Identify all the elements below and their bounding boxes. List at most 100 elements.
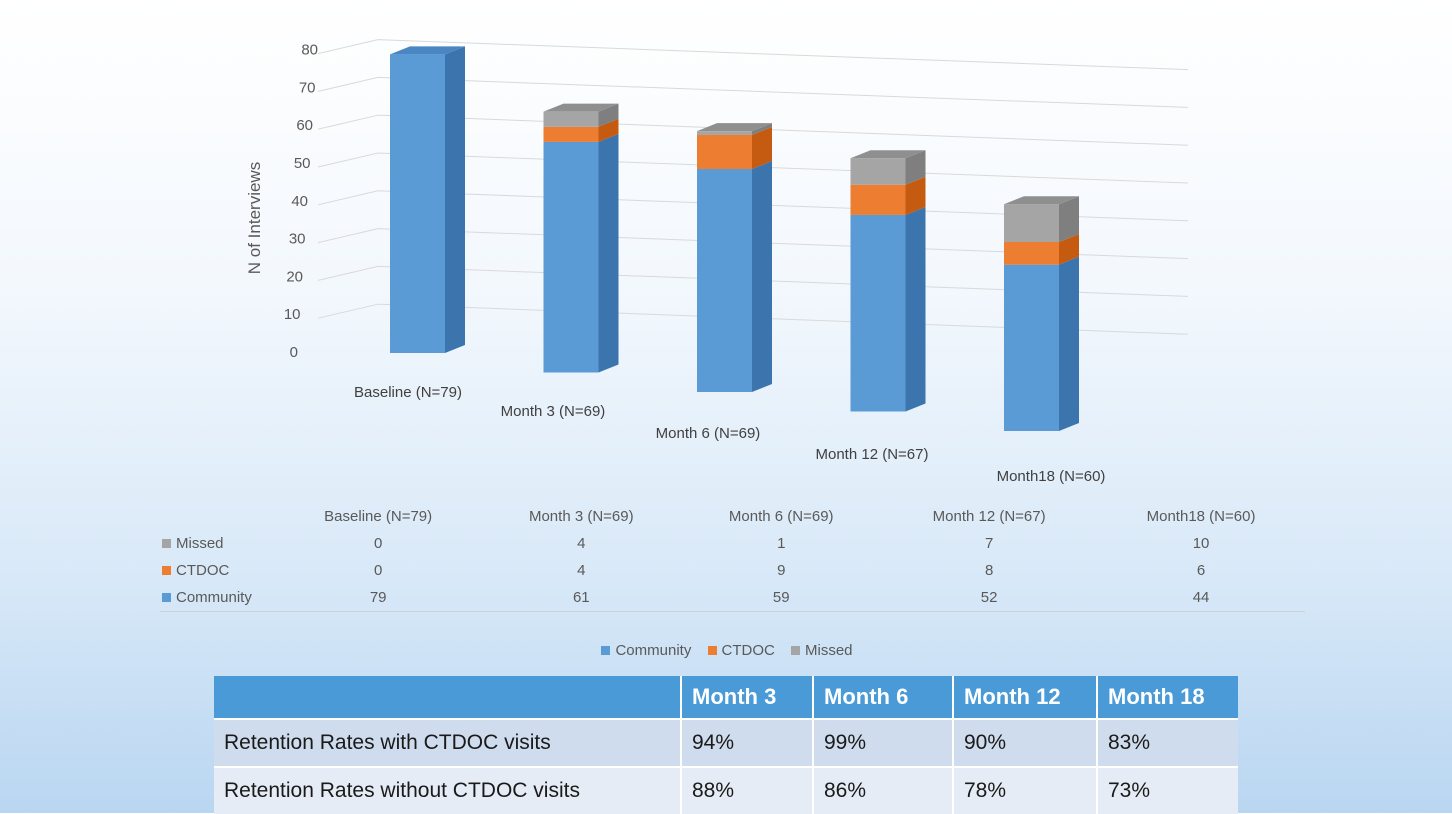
bar-top bbox=[850, 150, 926, 159]
data-table-cell: 0 bbox=[373, 562, 383, 579]
ctdoc-swatch-icon bbox=[707, 646, 717, 655]
bar-segment-community bbox=[543, 141, 599, 373]
bar-side-ctdoc bbox=[1059, 234, 1079, 265]
data-table-cell: 59 bbox=[681, 584, 882, 612]
data-table-cell: 79 bbox=[275, 584, 482, 612]
legend-item-ctdoc: CTDOC bbox=[706, 642, 775, 659]
bar-top bbox=[697, 123, 772, 132]
retention-header-month-6: Month 6 bbox=[812, 676, 953, 719]
retention-cell: 88% bbox=[680, 766, 813, 814]
retention-header-month-12: Month 12 bbox=[952, 676, 1097, 719]
data-table-row-community: Community 79 61 59 52 44 bbox=[160, 584, 1305, 612]
data-table-row-label: CTDOC bbox=[160, 557, 275, 584]
data-table-cell: 7 bbox=[984, 535, 994, 552]
bar-side-missed bbox=[1059, 196, 1079, 242]
y-tick-label: 50 bbox=[294, 155, 311, 172]
data-table-cell: 8 bbox=[984, 562, 994, 579]
retention-rates-table: Month 3 Month 6 Month 12 Month 18 Retent… bbox=[214, 676, 1238, 814]
data-table-column-header: Month 3 (N=69) bbox=[528, 508, 634, 525]
y-tick-label: 10 bbox=[284, 306, 301, 323]
legend-item-community: Community bbox=[599, 642, 691, 659]
x-category-label: Month 3 (N=69) bbox=[501, 403, 606, 420]
data-table-row-label: Community bbox=[160, 584, 275, 612]
data-table-column-header: Month18 (N=60) bbox=[1146, 508, 1256, 525]
x-category-label: Baseline (N=79) bbox=[354, 384, 462, 401]
retention-header-month-3: Month 3 bbox=[680, 676, 813, 719]
bar-segment-ctdoc bbox=[1004, 242, 1059, 265]
bar-stack bbox=[697, 123, 772, 392]
y-tick-label: 60 bbox=[296, 117, 313, 134]
bar-top bbox=[390, 46, 465, 55]
x-category-label: Month 12 (N=67) bbox=[816, 446, 929, 463]
data-table-column-header: Month 12 (N=67) bbox=[932, 508, 1046, 525]
data-table-corner bbox=[160, 503, 275, 530]
bar-stack bbox=[850, 150, 926, 412]
retention-row-with-ctdoc: Retention Rates with CTDOC visits 94% 99… bbox=[214, 718, 1238, 767]
retention-row-label: Retention Rates with CTDOC visits bbox=[214, 718, 681, 767]
stacked-bar-chart-3d: 0 10 20 30 40 50 60 70 80 N of Interviews Baseli… bbox=[245, 39, 1189, 485]
bar-side-community bbox=[1059, 256, 1079, 431]
data-table-cell: 6 bbox=[1196, 562, 1206, 579]
retention-header-month-18: Month 18 bbox=[1096, 676, 1238, 719]
bar-side-missed bbox=[598, 103, 619, 127]
bar-stack bbox=[390, 46, 465, 353]
legend-item-missed: Missed bbox=[789, 642, 853, 659]
x-axis-category-labels: Baseline (N=79) Month 3 (N=69) Month 6 (N=… bbox=[354, 384, 1105, 485]
gridlines bbox=[317, 39, 1189, 335]
data-table-column-header: Baseline (N=79) bbox=[324, 508, 433, 525]
retention-cell: 94% bbox=[680, 718, 813, 767]
data-table-cell: 52 bbox=[881, 584, 1098, 612]
bar-top bbox=[1004, 196, 1079, 205]
data-table-cell: 10 bbox=[1192, 535, 1210, 552]
bar-side-community bbox=[752, 160, 772, 392]
chart-legend: Community CTDOC Missed bbox=[0, 642, 1452, 659]
bar-stack bbox=[543, 103, 619, 373]
bars bbox=[390, 46, 1079, 431]
bar-side-ctdoc bbox=[905, 176, 926, 215]
data-table-cell: 4 bbox=[577, 535, 586, 552]
retention-cell: 78% bbox=[952, 766, 1097, 814]
data-table-header-row: Baseline (N=79) Month 3 (N=69) Month 6 (… bbox=[160, 503, 1305, 530]
y-tick-label: 30 bbox=[289, 231, 306, 248]
data-table-cell: 44 bbox=[1097, 584, 1305, 612]
bar-segment-ctdoc bbox=[543, 126, 599, 142]
retention-cell: 86% bbox=[812, 766, 953, 814]
community-swatch-icon bbox=[601, 646, 611, 655]
bar-segment-community bbox=[1004, 264, 1059, 431]
y-tick-label: 20 bbox=[286, 268, 303, 285]
data-table-cell: 61 bbox=[481, 584, 682, 612]
bar-segment-ctdoc bbox=[697, 134, 752, 169]
retention-cell: 83% bbox=[1096, 718, 1238, 767]
data-table-column-header: Month 6 (N=69) bbox=[728, 508, 834, 525]
y-axis-ticks: 0 10 20 30 40 50 60 70 80 bbox=[284, 42, 318, 361]
y-tick-label: 0 bbox=[290, 344, 298, 361]
bar-side-community bbox=[445, 46, 465, 353]
data-table-cell: 0 bbox=[373, 535, 383, 552]
bar-segment-ctdoc bbox=[850, 184, 906, 215]
data-table-cell: 1 bbox=[777, 535, 786, 552]
x-category-label: Month18 (N=60) bbox=[997, 468, 1106, 485]
bar-top bbox=[543, 103, 619, 112]
community-swatch-icon bbox=[162, 593, 171, 602]
retention-cell: 73% bbox=[1096, 766, 1238, 814]
retention-cell: 90% bbox=[952, 718, 1097, 767]
bar-side-community bbox=[598, 133, 619, 373]
retention-header-row: Month 3 Month 6 Month 12 Month 18 bbox=[214, 676, 1238, 719]
bar-side-ctdoc bbox=[752, 126, 772, 169]
missed-swatch-icon bbox=[162, 539, 171, 548]
bar-segment-missed bbox=[543, 111, 599, 127]
bar-segment-missed bbox=[697, 131, 752, 135]
gridline bbox=[317, 76, 1189, 108]
data-table-row-missed: Missed 0 4 1 7 10 bbox=[160, 530, 1305, 557]
bar-segment-community bbox=[390, 54, 445, 353]
gridline bbox=[317, 114, 1189, 146]
ctdoc-swatch-icon bbox=[162, 566, 171, 575]
bar-segment-missed bbox=[1004, 204, 1059, 242]
gridline bbox=[317, 39, 1189, 71]
bar-segment-community bbox=[697, 168, 752, 392]
data-table-cell: 9 bbox=[777, 562, 786, 579]
retention-row-label: Retention Rates without CTDOC visits bbox=[214, 766, 681, 814]
y-tick-label: 40 bbox=[291, 193, 308, 210]
bar-segment-community bbox=[850, 214, 906, 412]
bar-side-ctdoc bbox=[598, 118, 619, 142]
